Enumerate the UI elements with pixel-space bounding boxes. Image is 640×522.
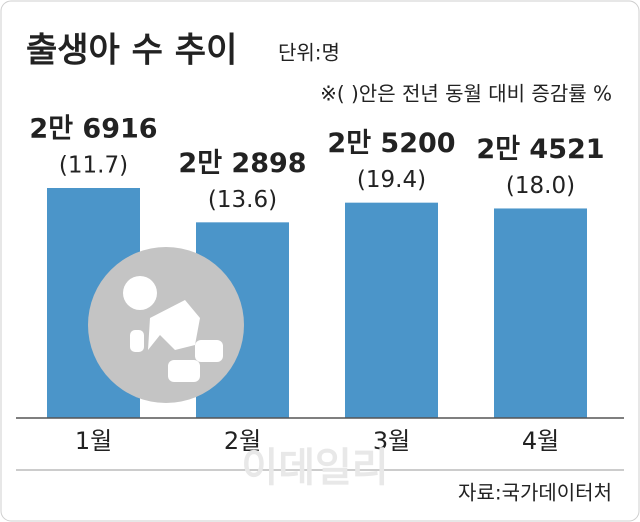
change-label: (18.0) xyxy=(506,173,575,199)
value-label: 2만 5200 xyxy=(327,128,455,159)
change-label: (13.6) xyxy=(208,187,277,213)
bar xyxy=(345,202,438,418)
x-tick-label: 1월 xyxy=(75,427,112,455)
source: 자료:국가데이터처 xyxy=(458,481,612,505)
icon-body xyxy=(148,300,200,350)
value-label: 2만 4521 xyxy=(476,134,604,165)
x-tick-label: 3월 xyxy=(373,427,410,455)
value-label: 2만 6916 xyxy=(29,114,157,145)
baby-icon xyxy=(88,247,244,403)
note: ※( )안은 전년 동월 대비 증감률 % xyxy=(320,82,612,106)
x-tick-label: 4월 xyxy=(522,427,559,455)
chart-title: 출생아 수 추이 xyxy=(26,31,237,71)
icon-foot xyxy=(195,340,223,362)
bar xyxy=(494,208,587,418)
watermark: 이데일리 xyxy=(241,445,388,491)
icon-hand xyxy=(130,330,144,352)
icon-knee xyxy=(168,360,200,382)
x-tick-label: 2월 xyxy=(224,427,261,455)
change-label: (19.4) xyxy=(357,167,426,193)
unit-label: 단위:명 xyxy=(278,41,340,65)
value-label: 2만 2898 xyxy=(178,148,306,179)
change-label: (11.7) xyxy=(59,153,128,179)
icon-head xyxy=(123,276,157,310)
